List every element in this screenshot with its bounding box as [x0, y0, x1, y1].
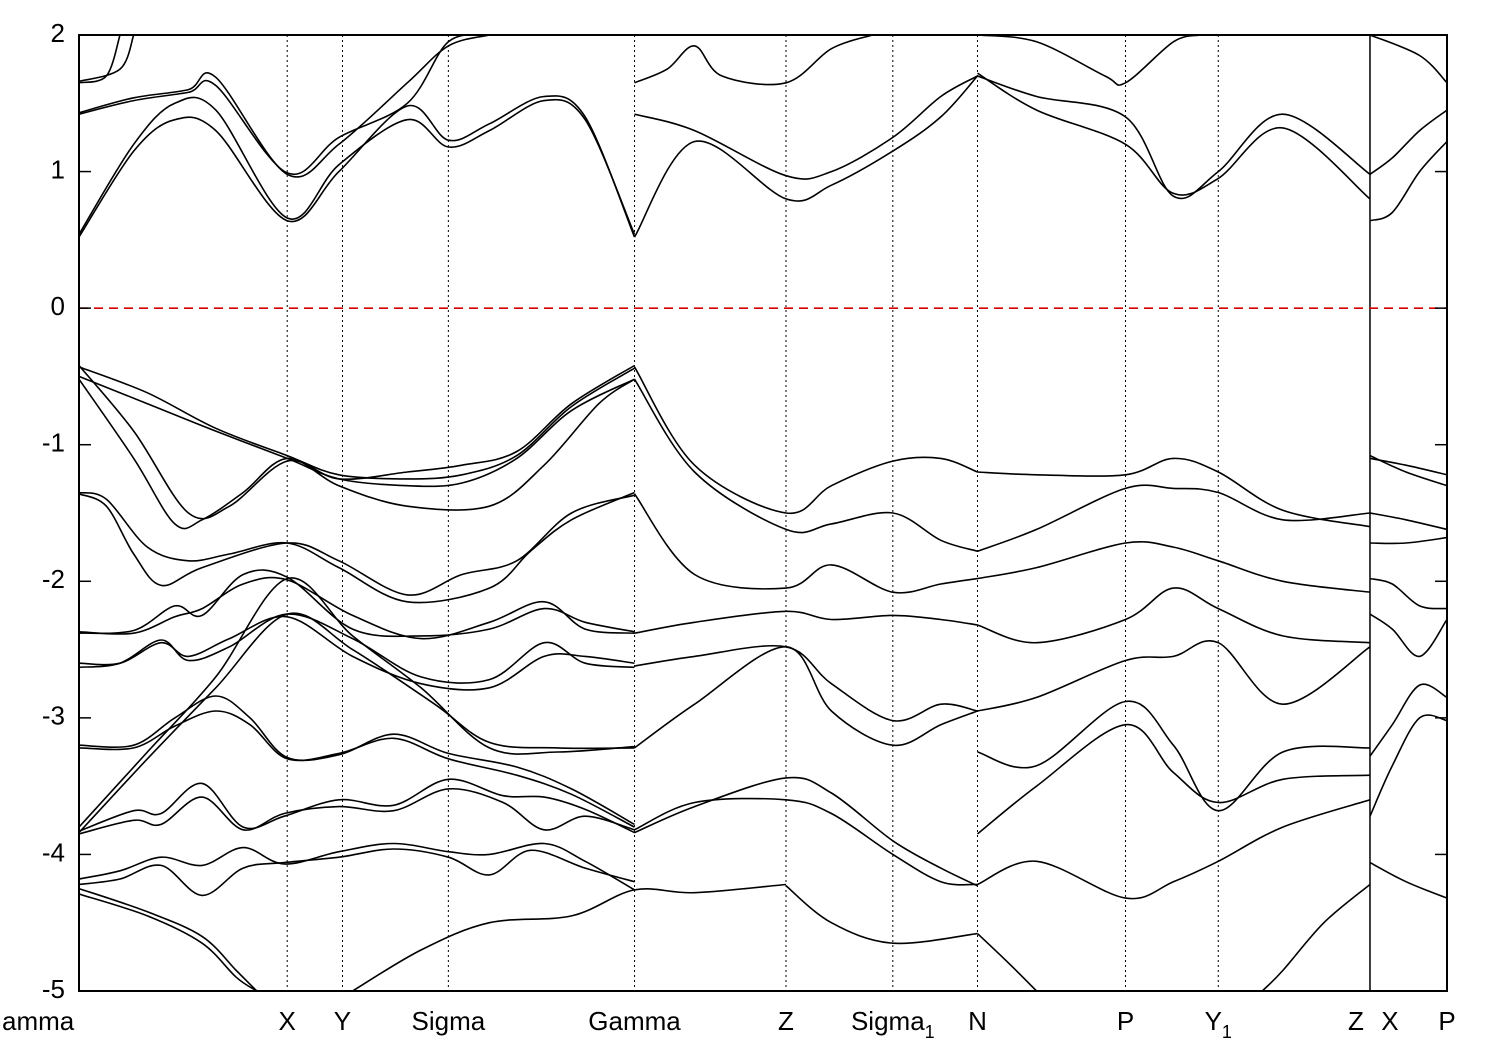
band-line: [79, 35, 135, 83]
x-tick-label: Z: [778, 1006, 794, 1036]
band-line: [79, 576, 635, 640]
band-line: [977, 700, 1370, 812]
y-tick-label: -2: [42, 564, 65, 594]
x-tick-label: X: [279, 1006, 296, 1036]
band-line: [785, 885, 978, 945]
x-axis-kpoint-labels: GammaXYSigmaGammaZSigma1NPY1ZXP: [0, 1006, 1456, 1042]
band-segment: [1369, 35, 1447, 899]
y-tick-label: 2: [51, 18, 65, 48]
band-line: [977, 799, 1370, 900]
band-line: [79, 96, 636, 235]
band-line: [633, 366, 978, 515]
band-line: [79, 364, 635, 520]
y-tick-label: 1: [51, 154, 65, 184]
x-tick-subscript: 1: [1222, 1022, 1232, 1042]
band-line: [633, 493, 978, 594]
x-tick-label: P: [1438, 1006, 1455, 1036]
band-line: [977, 640, 1370, 712]
band-line: [977, 540, 1370, 593]
band-line: [79, 569, 635, 638]
band-line: [1369, 140, 1447, 222]
y-axis-ticks: 2 1 0 -1 -2 -3 -4 -5: [42, 18, 1447, 1004]
band-line: [79, 35, 490, 176]
band-line: [79, 615, 635, 691]
band-line: [79, 577, 635, 828]
band-line: [634, 797, 978, 886]
band-line: [977, 457, 1370, 528]
band-line: [79, 613, 635, 684]
band-line: [1369, 457, 1447, 476]
band-line: [79, 378, 635, 530]
band-line: [1369, 613, 1447, 658]
y-tick-label: -4: [42, 837, 65, 867]
band-line: [634, 644, 978, 722]
band-line: [79, 848, 635, 897]
band-line: [634, 776, 978, 887]
band-line: [1369, 683, 1447, 757]
band-line: [977, 72, 1370, 200]
band-line: [634, 75, 978, 180]
band-line: [977, 35, 1201, 86]
y-tick-label: -1: [42, 428, 65, 458]
band-line: [1369, 35, 1447, 84]
band-line: [79, 366, 635, 480]
band-line: [976, 933, 1038, 991]
y-tick-label: -3: [42, 701, 65, 731]
x-tick-label: N: [968, 1006, 987, 1036]
band-line: [1369, 109, 1447, 175]
y-tick-label: -5: [42, 974, 65, 1004]
x-tick-label: P: [1117, 1006, 1134, 1036]
plot-frame: [78, 34, 1448, 992]
x-tick-subscript: 1: [925, 1022, 935, 1042]
band-line: [79, 35, 490, 178]
x-tick-label: Y: [334, 1006, 351, 1036]
band-line: [1369, 577, 1447, 610]
band-line: [634, 35, 873, 86]
band-line: [79, 612, 635, 834]
band-line: [977, 484, 1370, 552]
x-tick-label: Gamma: [588, 1006, 681, 1036]
x-tick-label: X: [1381, 1006, 1398, 1036]
band-line: [79, 710, 635, 828]
band-line: [633, 75, 979, 238]
band-line: [633, 378, 978, 552]
band-line: [79, 842, 635, 891]
x-tick-label: Y1: [1205, 1006, 1232, 1042]
band-line: [634, 610, 978, 634]
band-line: [79, 491, 635, 604]
band-line: [1261, 883, 1370, 991]
x-tick-label: Sigma: [412, 1006, 486, 1036]
band-line: [79, 695, 635, 826]
band-line: [977, 587, 1370, 644]
band-line: [79, 35, 121, 84]
band-lines: [79, 35, 1447, 991]
band-line: [1369, 536, 1447, 545]
band-line: [79, 893, 258, 991]
x-tick-label: Z: [1348, 1006, 1364, 1036]
y-tick-label: 0: [51, 291, 65, 321]
band-line: [79, 95, 636, 238]
x-tick-label: Sigma1: [851, 1006, 935, 1042]
band-line: [79, 788, 635, 835]
band-segment: [79, 35, 1370, 991]
band-line: [1369, 861, 1447, 899]
band-line: [1369, 714, 1447, 817]
x-tick-label: Gamma: [0, 1006, 75, 1036]
band-line: [352, 883, 787, 991]
band-line: [79, 493, 635, 596]
band-line: [634, 645, 978, 749]
band-line: [1369, 512, 1447, 531]
band-line: [977, 75, 1370, 200]
band-line: [977, 723, 1370, 835]
kpoint-gridlines: [286, 35, 1371, 991]
band-line: [79, 778, 635, 834]
band-line: [79, 375, 635, 488]
band-line: [79, 887, 258, 991]
